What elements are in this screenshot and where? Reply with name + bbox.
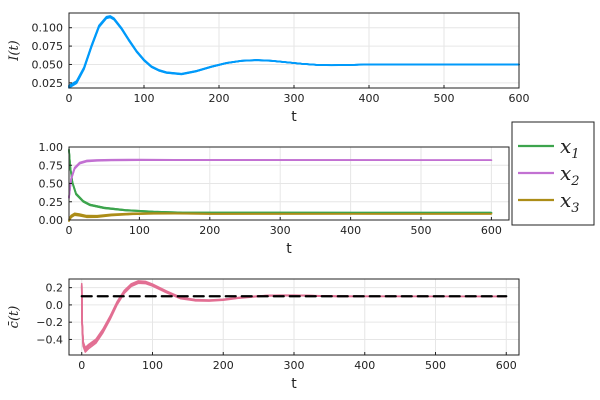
- series-line-trajectory: [68, 16, 520, 88]
- series-x1-trajectory: [68, 149, 493, 214]
- state-chart: 0 100 200 300 400 500 600 0.00 0.25 0.50 0.75 1.00 t: [39, 141, 510, 257]
- x-tick-label: 300: [284, 92, 305, 105]
- y-tick-label: 0.050: [32, 58, 64, 71]
- x-tick-label: 200: [199, 224, 220, 237]
- x-tick-label: 400: [359, 92, 380, 105]
- x-tick-label: 0: [78, 359, 85, 372]
- x-tick-label: 600: [509, 92, 530, 105]
- series-x3-trajectory: [68, 212, 493, 220]
- intensity-chart: 0 100 200 300 400 500 600 0.025 0.050 0.075 0.100 t…: [7, 12, 530, 125]
- y-axis-label: I(t): [7, 40, 22, 62]
- y-tick-label: 0.25: [39, 196, 64, 209]
- y-tick-label: 1.00: [39, 141, 64, 154]
- y-tick-label: 0.0: [46, 299, 64, 312]
- y-tick-label: 0.025: [32, 77, 64, 90]
- y-tick-label: 0.00: [39, 214, 64, 227]
- x-axis-label: t: [291, 376, 297, 392]
- x-axis-label: t: [291, 109, 297, 125]
- y-tick-label: 0.75: [39, 159, 64, 172]
- x-tick-label: 100: [129, 224, 150, 237]
- x-tick-label: 100: [142, 359, 163, 372]
- y-axis-label: c̄(t): [7, 306, 22, 329]
- x-tick-label: 400: [340, 224, 361, 237]
- x-tick-label: 300: [270, 224, 291, 237]
- x-tick-label: 500: [434, 92, 455, 105]
- x-tick-label: 300: [284, 359, 305, 372]
- x-tick-label: 200: [209, 92, 230, 105]
- x-tick-label: 600: [481, 224, 502, 237]
- x-tick-label: 500: [411, 224, 432, 237]
- series-x2-trajectory: [68, 158, 493, 198]
- x-tick-label: 600: [496, 359, 517, 372]
- x-tick-label: 0: [66, 224, 73, 237]
- y-tick-label: 0.50: [39, 178, 64, 191]
- y-tick-label: −0.2: [36, 316, 63, 329]
- x-tick-label: 400: [354, 359, 375, 372]
- y-tick-label: 0.100: [32, 22, 64, 35]
- x-tick-label: 200: [213, 359, 234, 372]
- y-tick-label: 0.075: [32, 40, 64, 53]
- control-chart: 0 100 200 300 400 500 600 0.2 0.0 −0.2 −0.4 t c̄(t): [7, 278, 520, 392]
- x-axis-label: t: [286, 241, 292, 257]
- x-tick-label: 100: [134, 92, 155, 105]
- series-line-trajectory: [80, 280, 508, 349]
- y-tick-label: 0.2: [46, 282, 64, 295]
- y-tick-label: −0.4: [36, 333, 63, 346]
- x-tick-label: 0: [66, 92, 73, 105]
- x-tick-label: 500: [425, 359, 446, 372]
